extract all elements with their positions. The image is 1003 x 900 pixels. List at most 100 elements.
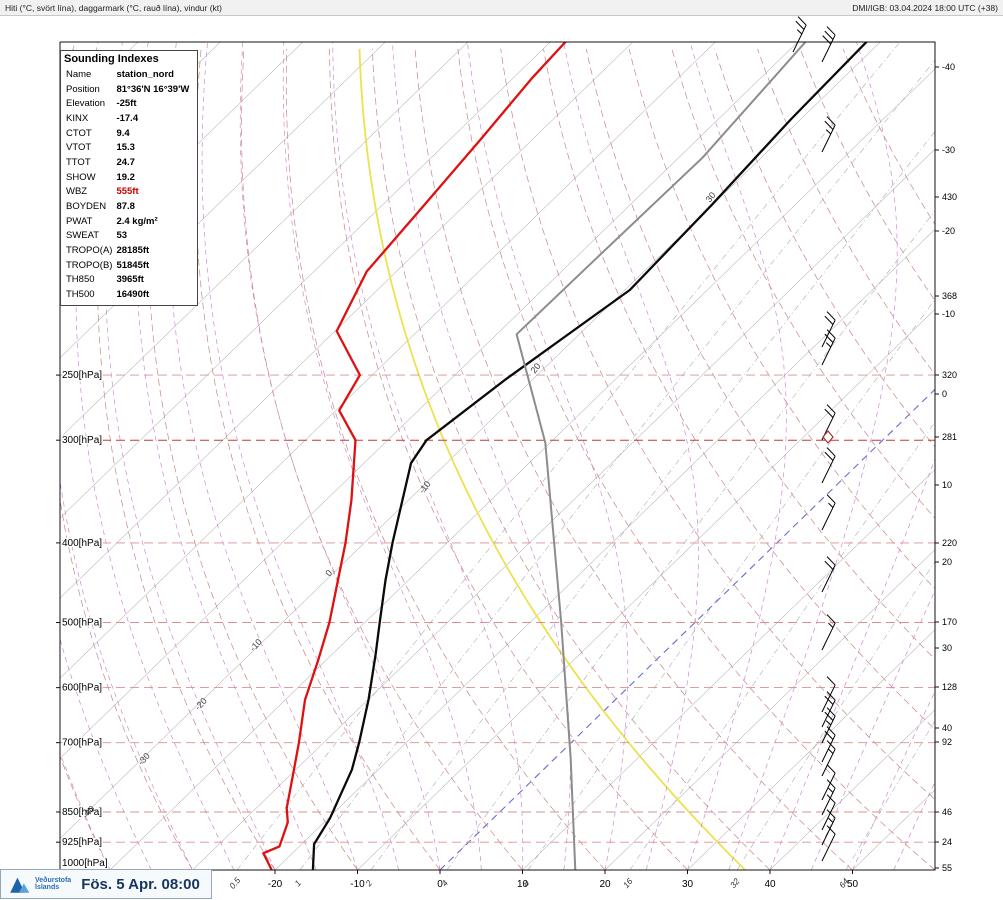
index-row-elevation: Elevation -25ft bbox=[64, 96, 191, 111]
index-label: Position bbox=[66, 83, 100, 95]
right-axis-label: 281 bbox=[942, 432, 957, 442]
barb-full bbox=[826, 404, 836, 414]
index-value: 15.3 bbox=[116, 142, 135, 154]
right-axis-label: 40 bbox=[942, 723, 952, 733]
moist-adiabat-line bbox=[104, 42, 276, 870]
index-row-pwat: PWAT 2.4 kg/m² bbox=[64, 214, 191, 229]
adiabat-label: -20 bbox=[193, 696, 209, 712]
barb-staff bbox=[821, 715, 836, 744]
barb-full bbox=[797, 16, 807, 26]
wind-barb bbox=[821, 764, 836, 801]
pressure-axis-label: 700[hPa] bbox=[62, 738, 102, 749]
right-axis-label: 320 bbox=[942, 370, 957, 380]
plot-border bbox=[59, 41, 936, 871]
isotherm-line bbox=[274, 228, 935, 870]
temp-axis-label: -20 bbox=[268, 879, 283, 890]
brand-name: Veðurstofa Íslands bbox=[35, 877, 71, 892]
wind-barb bbox=[821, 494, 836, 531]
index-label: BOYDEN bbox=[66, 201, 107, 213]
sounding-indexes-panel: Sounding Indexes Name station_nord Positio… bbox=[60, 50, 198, 306]
pressure-axis-label: 400[hPa] bbox=[62, 538, 102, 549]
wind-barb bbox=[821, 311, 836, 348]
wind-barb bbox=[821, 825, 836, 862]
mixing-ratio-label: 0.5 bbox=[227, 875, 242, 891]
moist-adiabat-line bbox=[563, 42, 699, 870]
brand-line1: Veðurstofa bbox=[35, 876, 72, 884]
barb-full bbox=[824, 451, 834, 461]
index-label: SWEAT bbox=[66, 230, 100, 242]
wind-barb bbox=[821, 726, 836, 763]
dry-adiabat-line bbox=[194, 48, 441, 870]
wind-barb bbox=[821, 116, 836, 153]
barb-half bbox=[825, 720, 832, 726]
dry-adiabat-line bbox=[329, 48, 688, 870]
index-label: VTOT bbox=[66, 142, 92, 154]
moist-adiabat-line bbox=[728, 42, 898, 870]
moist-adiabat-line bbox=[852, 690, 935, 870]
vedurstofa-logo bbox=[10, 877, 30, 893]
dry-adiabat-line bbox=[285, 48, 606, 870]
mixing-ratio-line bbox=[370, 131, 935, 870]
wind-barb bbox=[821, 329, 836, 366]
barb-staff bbox=[821, 833, 836, 862]
dry-adiabat-line bbox=[414, 48, 853, 870]
pressure-axis-label: 500[hPa] bbox=[62, 618, 102, 629]
barb-staff bbox=[821, 748, 836, 777]
index-row-wbz: WBZ 555ft bbox=[64, 185, 191, 200]
index-value: 81°36'N 16°39'W bbox=[116, 83, 190, 95]
barb-half bbox=[828, 502, 834, 508]
barb-full bbox=[826, 794, 836, 804]
barb-full bbox=[826, 764, 836, 774]
mixing-ratio-line bbox=[736, 561, 935, 870]
temp-axis-label: 50 bbox=[847, 879, 859, 890]
dewpoint-curve bbox=[262, 42, 567, 870]
mixing-ratio-line bbox=[236, 42, 901, 870]
right-axis-label: -30 bbox=[942, 145, 955, 155]
index-row-tropo-a-: TROPO(A) 28185ft bbox=[64, 243, 191, 258]
mixing-ratio-label: 4 bbox=[439, 878, 450, 888]
dry-adiabat-line bbox=[671, 48, 935, 519]
barb-half bbox=[828, 748, 834, 754]
wind-barb bbox=[821, 614, 836, 651]
barb-staff bbox=[821, 734, 836, 763]
barb-full bbox=[826, 116, 836, 126]
index-value: 87.8 bbox=[116, 201, 135, 213]
wind-barb bbox=[821, 676, 836, 713]
index-value: 28185ft bbox=[116, 245, 150, 257]
adiabat-label: -10 bbox=[248, 637, 264, 653]
index-label: PWAT bbox=[66, 215, 93, 227]
barb-full bbox=[824, 560, 834, 570]
barb-full bbox=[795, 20, 805, 30]
adiabat-label: 0 bbox=[323, 568, 334, 578]
right-axis-label: 368 bbox=[942, 291, 957, 301]
index-value: 2.4 kg/m² bbox=[116, 215, 158, 227]
index-row-tropo-b-: TROPO(B) 51845ft bbox=[64, 258, 191, 273]
barb-staff bbox=[821, 787, 836, 816]
wind-barb bbox=[821, 556, 836, 593]
index-value: 24.7 bbox=[116, 156, 135, 168]
moist-adiabat-line bbox=[467, 42, 629, 870]
moist-adiabat-line bbox=[687, 42, 787, 870]
wind-barb bbox=[821, 809, 836, 846]
mixing-ratio-line bbox=[845, 720, 935, 870]
adiabat-label: 30 bbox=[704, 190, 718, 204]
barb-staff bbox=[821, 817, 836, 846]
index-row-sweat: SWEAT 53 bbox=[64, 229, 191, 244]
wind-barb bbox=[821, 447, 836, 484]
barb-staff bbox=[821, 337, 836, 366]
isotherm-line bbox=[60, 42, 633, 599]
barb-staff bbox=[821, 455, 836, 484]
dry-adiabat-line bbox=[714, 48, 935, 448]
index-label: TROPO(A) bbox=[66, 245, 113, 257]
isotherm-line bbox=[60, 42, 881, 839]
header-right-label: DMI/IGB: 03.04.2024 18:00 UTC (+38) bbox=[852, 2, 998, 13]
index-value: station_nord bbox=[116, 68, 174, 80]
pressure-axis-label: 300[hPa] bbox=[62, 435, 102, 446]
temp-axis-label: 10 bbox=[517, 879, 529, 890]
barb-full bbox=[824, 30, 834, 40]
standard-atmosphere-curve bbox=[515, 42, 807, 870]
wind-barb bbox=[792, 16, 807, 53]
isotherm-line bbox=[60, 42, 798, 759]
barb-half bbox=[825, 342, 832, 348]
index-label: TTOT bbox=[66, 156, 91, 168]
